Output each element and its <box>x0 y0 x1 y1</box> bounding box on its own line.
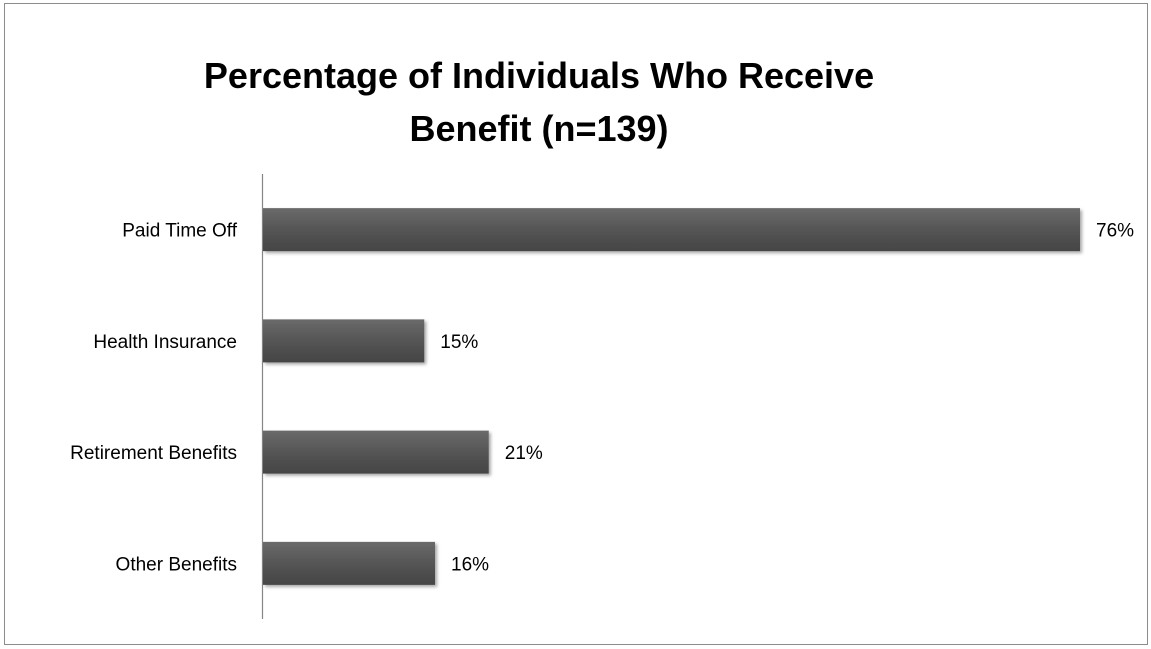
category-labels: Paid Time Off Health Insurance Retirement … <box>70 221 238 576</box>
bar-3 <box>263 541 435 585</box>
category-label-3: Other Benefits <box>116 554 237 575</box>
chart-title-line-2: Benefit (n=139) <box>409 108 668 149</box>
chart-title-line-1: Percentage of Individuals Who Receive <box>204 55 874 96</box>
chart-frame: Percentage of Individuals Who Receive Be… <box>4 3 1148 645</box>
bar-2 <box>263 430 489 474</box>
bar-0 <box>263 208 1080 252</box>
bar-1 <box>263 319 425 363</box>
bars-group <box>263 208 1080 585</box>
value-labels: 76% 15% 21% 16% <box>440 221 1134 576</box>
value-label-0: 76% <box>1096 221 1134 242</box>
value-label-2: 21% <box>505 443 543 464</box>
category-label-0: Paid Time Off <box>122 221 237 242</box>
category-label-1: Health Insurance <box>93 332 237 353</box>
value-label-1: 15% <box>440 332 478 353</box>
bar-chart: Percentage of Individuals Who Receive Be… <box>70 55 1134 619</box>
chart-title: Percentage of Individuals Who Receive Be… <box>204 55 874 149</box>
value-label-3: 16% <box>451 554 489 575</box>
category-label-2: Retirement Benefits <box>70 443 237 464</box>
